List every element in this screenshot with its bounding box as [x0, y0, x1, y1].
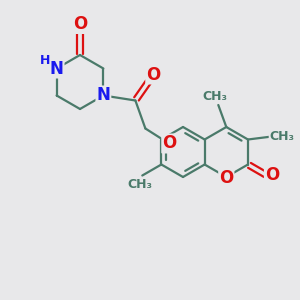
- Text: CH₃: CH₃: [128, 178, 153, 191]
- Text: O: O: [219, 169, 233, 187]
- Text: O: O: [73, 15, 87, 33]
- Text: N: N: [50, 59, 64, 77]
- Text: CH₃: CH₃: [269, 130, 295, 143]
- Text: N: N: [96, 86, 110, 104]
- Text: O: O: [146, 65, 161, 83]
- Text: H: H: [39, 54, 50, 67]
- Text: O: O: [265, 167, 279, 184]
- Text: CH₃: CH₃: [203, 89, 228, 103]
- Text: O: O: [162, 134, 176, 152]
